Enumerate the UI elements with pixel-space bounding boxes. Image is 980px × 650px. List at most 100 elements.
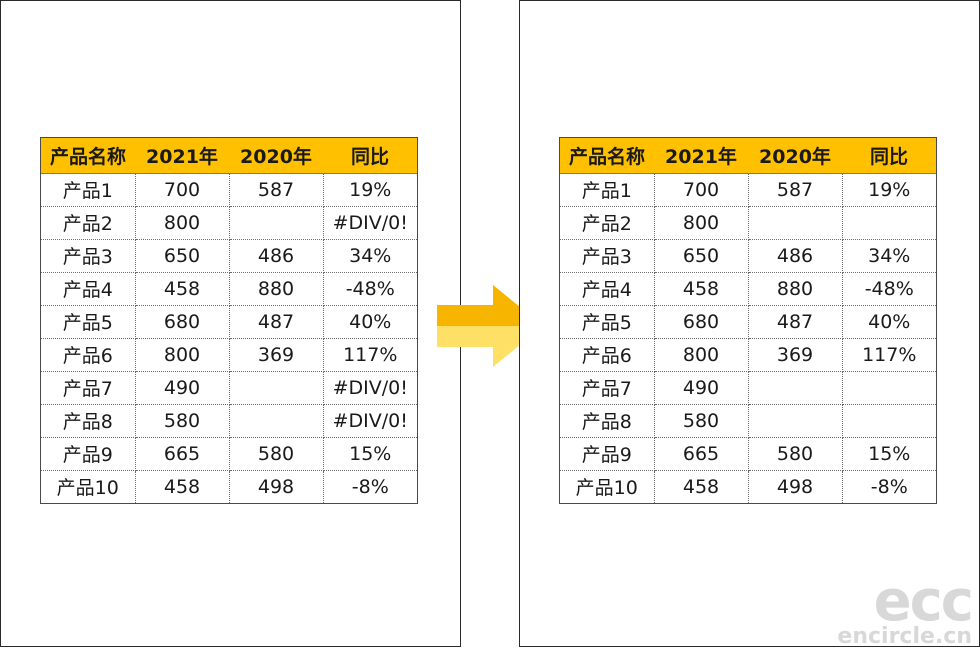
value-2021-cell: 665: [654, 437, 749, 471]
value-2021-cell: 800: [135, 338, 230, 372]
yoy-cell: 34%: [323, 239, 417, 273]
value-2021-cell: 458: [654, 272, 749, 306]
product-name-cell: 产品10: [560, 470, 655, 503]
table-row: 产品3 650 486 34%: [560, 239, 936, 273]
value-2020-cell: 880: [748, 272, 843, 306]
product-name-cell: 产品8: [41, 404, 136, 438]
value-2021-cell: 458: [654, 470, 749, 503]
value-2021-cell: 458: [135, 272, 230, 306]
table-row: 产品9 665 580 15%: [560, 437, 936, 471]
yoy-cell: 117%: [842, 338, 936, 372]
product-name-cell: 产品1: [41, 173, 136, 207]
table-row: 产品7 490 #DIV/0!: [41, 371, 417, 405]
value-2021-cell: 800: [654, 206, 749, 240]
table-row: 产品10 458 498 -8%: [560, 470, 936, 503]
watermark: ecc encircle.cn: [812, 569, 974, 649]
product-name-cell: 产品4: [560, 272, 655, 306]
value-2021-cell: 458: [135, 470, 230, 503]
product-name-cell: 产品6: [41, 338, 136, 372]
value-2020-cell: 486: [748, 239, 843, 273]
header-row: 产品名称 2021年 2020年 同比: [41, 138, 417, 174]
table-row: 产品7 490: [560, 371, 936, 405]
watermark-site: encircle.cn: [837, 624, 972, 649]
yoy-cell: [842, 206, 936, 240]
value-2021-cell: 665: [135, 437, 230, 471]
header-row: 产品名称 2021年 2020年 同比: [560, 138, 936, 174]
yoy-cell: 34%: [842, 239, 936, 273]
table-row: 产品4 458 880 -48%: [560, 272, 936, 306]
product-name-cell: 产品5: [560, 305, 655, 339]
table-row: 产品2 800 #DIV/0!: [41, 206, 417, 240]
yoy-cell: [842, 371, 936, 405]
yoy-cell: -8%: [351, 475, 389, 498]
value-2021-cell: 490: [135, 371, 230, 405]
value-2020-cell: 487: [229, 305, 324, 339]
yoy-cell: 19%: [842, 173, 936, 207]
before-page: 产品名称 2021年 2020年 同比 产品1 700 587 19% 产品2 800 #D…: [0, 0, 461, 647]
value-2021-cell: 490: [654, 371, 749, 405]
value-2021-cell: 800: [135, 206, 230, 240]
value-2020-cell: [748, 371, 843, 405]
value-2020-cell: [229, 206, 324, 240]
yoy-cell: 15%: [842, 437, 936, 471]
value-2020-cell: 580: [229, 437, 324, 471]
value-2020-cell: 487: [748, 305, 843, 339]
value-2020-cell: 369: [748, 338, 843, 372]
header-product-name: 产品名称: [560, 138, 654, 174]
header-2021: 2021年: [135, 138, 229, 174]
table-row: 产品10 458 498 -8%: [41, 470, 417, 503]
value-2021-cell: 680: [135, 305, 230, 339]
table-row: 产品6 800 369 117%: [41, 338, 417, 372]
value-2020-cell: 587: [229, 173, 324, 207]
table-row: 产品6 800 369 117%: [560, 338, 936, 372]
product-name-cell: 产品7: [41, 371, 136, 405]
table-row: 产品5 680 487 40%: [560, 305, 936, 339]
value-2020-cell: 498: [748, 470, 843, 503]
value-2020-cell: 369: [229, 338, 324, 372]
yoy-cell: -8%: [870, 475, 908, 498]
value-2020-cell: 880: [229, 272, 324, 306]
value-2020-cell: [229, 371, 324, 405]
yoy-cell: 40%: [842, 305, 936, 339]
header-2020: 2020年: [229, 138, 323, 174]
yoy-cell: #DIV/0!: [323, 404, 417, 438]
yoy-cell: 117%: [323, 338, 417, 372]
yoy-cell: #DIV/0!: [323, 206, 417, 240]
product-name-cell: 产品7: [560, 371, 655, 405]
value-2021-cell: 580: [654, 404, 749, 438]
header-yoy: 同比: [842, 138, 936, 174]
right-arrow-icon: [437, 285, 543, 367]
value-2021-cell: 680: [654, 305, 749, 339]
value-2021-cell: 700: [135, 173, 230, 207]
value-2021-cell: 580: [135, 404, 230, 438]
product-name-cell: 产品10: [41, 470, 136, 503]
table-row: 产品8 580: [560, 404, 936, 438]
before-table: 产品名称 2021年 2020年 同比 产品1 700 587 19% 产品2 800 #D…: [40, 137, 418, 504]
value-2021-cell: 650: [135, 239, 230, 273]
value-2021-cell: 800: [654, 338, 749, 372]
value-2020-cell: 486: [229, 239, 324, 273]
product-name-cell: 产品2: [41, 206, 136, 240]
table-row: 产品2 800: [560, 206, 936, 240]
value-2021-cell: 700: [654, 173, 749, 207]
product-name-cell: 产品5: [41, 305, 136, 339]
product-name-cell: 产品6: [560, 338, 655, 372]
table-row: 产品8 580 #DIV/0!: [41, 404, 417, 438]
yoy-cell: 19%: [323, 173, 417, 207]
product-name-cell: 产品9: [560, 437, 655, 471]
header-2020: 2020年: [748, 138, 842, 174]
product-name-cell: 产品2: [560, 206, 655, 240]
table-row: 产品5 680 487 40%: [41, 305, 417, 339]
yoy-cell: 40%: [323, 305, 417, 339]
watermark-logo: ecc: [873, 569, 974, 634]
yoy-cell: -48%: [323, 272, 417, 306]
product-name-cell: 产品9: [41, 437, 136, 471]
table-row: 产品4 458 880 -48%: [41, 272, 417, 306]
after-page: 产品名称 2021年 2020年 同比 产品1 700 587 19% 产品2 800 产品…: [519, 0, 980, 647]
product-name-cell: 产品8: [560, 404, 655, 438]
value-2020-cell: [229, 404, 324, 438]
after-table: 产品名称 2021年 2020年 同比 产品1 700 587 19% 产品2 800 产品…: [559, 137, 937, 504]
header-2021: 2021年: [654, 138, 748, 174]
value-2020-cell: 587: [748, 173, 843, 207]
